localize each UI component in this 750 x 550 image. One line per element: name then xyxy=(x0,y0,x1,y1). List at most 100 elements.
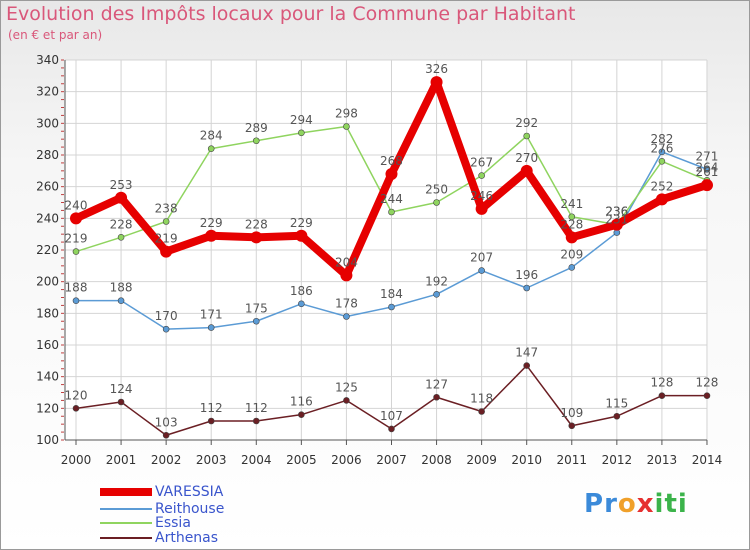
data-label-essia-2000: 219 xyxy=(65,232,88,246)
point-essia-2002 xyxy=(162,218,170,225)
point-varessia-2006 xyxy=(340,269,353,282)
proxiti-logo: Proxiti xyxy=(584,489,688,519)
y-tick-label-220: 220 xyxy=(36,243,59,257)
point-varessia-2001 xyxy=(115,191,128,204)
point-arthenas-2002 xyxy=(162,431,170,439)
data-label-reithouse-2003: 171 xyxy=(200,308,223,322)
point-varessia-2014 xyxy=(700,179,713,192)
legend-swatch-essia xyxy=(100,522,152,524)
data-label-reithouse-2011: 209 xyxy=(560,247,583,261)
point-reithouse-2004 xyxy=(252,317,260,325)
x-tick-label-2005: 2005 xyxy=(286,453,317,467)
point-varessia-2012 xyxy=(610,218,623,231)
point-reithouse-2010 xyxy=(523,284,531,292)
y-tick-label-180: 180 xyxy=(36,306,59,320)
data-label-essia-2012: 236 xyxy=(605,205,628,219)
logo-letter: r xyxy=(604,489,618,519)
x-tick-label-2004: 2004 xyxy=(241,453,272,467)
data-label-arthenas-2007: 107 xyxy=(380,409,403,423)
point-arthenas-2001 xyxy=(117,398,125,406)
y-tick-label-320: 320 xyxy=(36,85,59,99)
data-label-varessia-2009: 246 xyxy=(470,189,493,203)
data-label-arthenas-2002: 103 xyxy=(155,415,178,429)
point-varessia-2003 xyxy=(205,229,218,242)
point-essia-2010 xyxy=(523,132,531,140)
y-tick-label-260: 260 xyxy=(36,180,59,194)
data-label-essia-2003: 284 xyxy=(200,129,223,143)
point-reithouse-2003 xyxy=(207,324,215,331)
data-label-arthenas-2012: 115 xyxy=(605,396,628,410)
point-reithouse-2002 xyxy=(162,325,170,333)
x-tick-label-2008: 2008 xyxy=(421,453,452,467)
data-label-reithouse-2012: 231 xyxy=(605,213,628,227)
y-tick-label-300: 300 xyxy=(36,116,59,130)
point-reithouse-2009 xyxy=(478,267,485,274)
point-essia-2013 xyxy=(658,158,666,165)
logo-letter: P xyxy=(584,489,605,519)
data-label-arthenas-2006: 125 xyxy=(335,380,358,394)
y-tick-label-120: 120 xyxy=(36,401,59,415)
point-essia-2003 xyxy=(207,145,215,152)
data-label-reithouse-2009: 207 xyxy=(470,251,493,265)
legend-swatch-arthenas xyxy=(100,537,152,539)
point-essia-2001 xyxy=(117,234,125,241)
point-varessia-2007 xyxy=(385,168,398,180)
data-label-reithouse-2013: 282 xyxy=(650,132,673,146)
data-label-arthenas-2001: 124 xyxy=(110,382,133,396)
point-varessia-2002 xyxy=(160,245,173,258)
logo-letter: o xyxy=(617,489,637,519)
point-essia-2000 xyxy=(72,248,80,255)
y-tick-label-280: 280 xyxy=(36,148,59,162)
data-label-varessia-2003: 229 xyxy=(200,216,223,230)
x-tick-label-2006: 2006 xyxy=(331,453,362,467)
data-label-varessia-2008: 326 xyxy=(425,62,448,76)
data-label-arthenas-2008: 127 xyxy=(425,377,448,391)
point-reithouse-2008 xyxy=(433,291,440,298)
data-label-essia-2006: 298 xyxy=(335,107,358,121)
legend-swatch-varessia xyxy=(100,488,152,496)
point-essia-2011 xyxy=(568,213,576,221)
point-essia-2005 xyxy=(298,129,305,137)
y-tick-label-140: 140 xyxy=(36,370,59,384)
point-arthenas-2006 xyxy=(343,397,350,404)
point-varessia-2000 xyxy=(70,212,82,225)
data-label-reithouse-2006: 178 xyxy=(335,297,358,311)
point-essia-2009 xyxy=(478,172,485,179)
x-tick-label-2012: 2012 xyxy=(602,453,633,467)
x-tick-label-2011: 2011 xyxy=(556,453,587,467)
data-label-arthenas-2009: 118 xyxy=(470,392,493,406)
data-label-varessia-2001: 253 xyxy=(110,178,133,192)
data-label-essia-2008: 250 xyxy=(425,183,448,197)
point-varessia-2013 xyxy=(655,193,668,206)
legend-label-reithouse: Reithouse xyxy=(155,501,225,517)
data-label-essia-2014: 264 xyxy=(696,160,719,174)
point-varessia-2011 xyxy=(565,231,578,244)
y-tick-label-340: 340 xyxy=(36,53,59,67)
logo-letter: i xyxy=(654,489,665,519)
data-label-reithouse-2004: 175 xyxy=(245,301,268,315)
data-label-essia-2001: 228 xyxy=(110,217,133,231)
point-arthenas-2009 xyxy=(478,408,485,415)
data-label-reithouse-2001: 188 xyxy=(110,281,133,295)
data-label-varessia-2013: 252 xyxy=(650,179,673,193)
data-label-essia-2007: 244 xyxy=(380,192,403,206)
data-label-arthenas-2003: 112 xyxy=(200,401,223,415)
data-label-arthenas-2000: 120 xyxy=(65,388,88,402)
x-tick-label-2013: 2013 xyxy=(647,453,678,467)
legend-label-essia: Essia xyxy=(155,515,191,531)
data-label-essia-2013: 276 xyxy=(650,141,673,155)
chart-subtitle: (en € et par an) xyxy=(8,28,103,42)
point-reithouse-2005 xyxy=(298,300,305,308)
legend-swatch-reithouse xyxy=(100,508,152,510)
point-reithouse-2000 xyxy=(72,297,80,304)
point-arthenas-2010 xyxy=(523,362,531,369)
data-label-reithouse-2005: 186 xyxy=(290,284,313,298)
point-varessia-2009 xyxy=(475,202,488,215)
point-reithouse-2007 xyxy=(388,303,395,311)
point-essia-2007 xyxy=(388,208,395,216)
data-label-varessia-2012: 236 xyxy=(605,205,628,219)
point-arthenas-2000 xyxy=(72,405,80,412)
point-essia-2004 xyxy=(252,137,260,145)
data-label-arthenas-2010: 147 xyxy=(515,346,538,360)
data-label-varessia-2011: 228 xyxy=(560,217,583,231)
